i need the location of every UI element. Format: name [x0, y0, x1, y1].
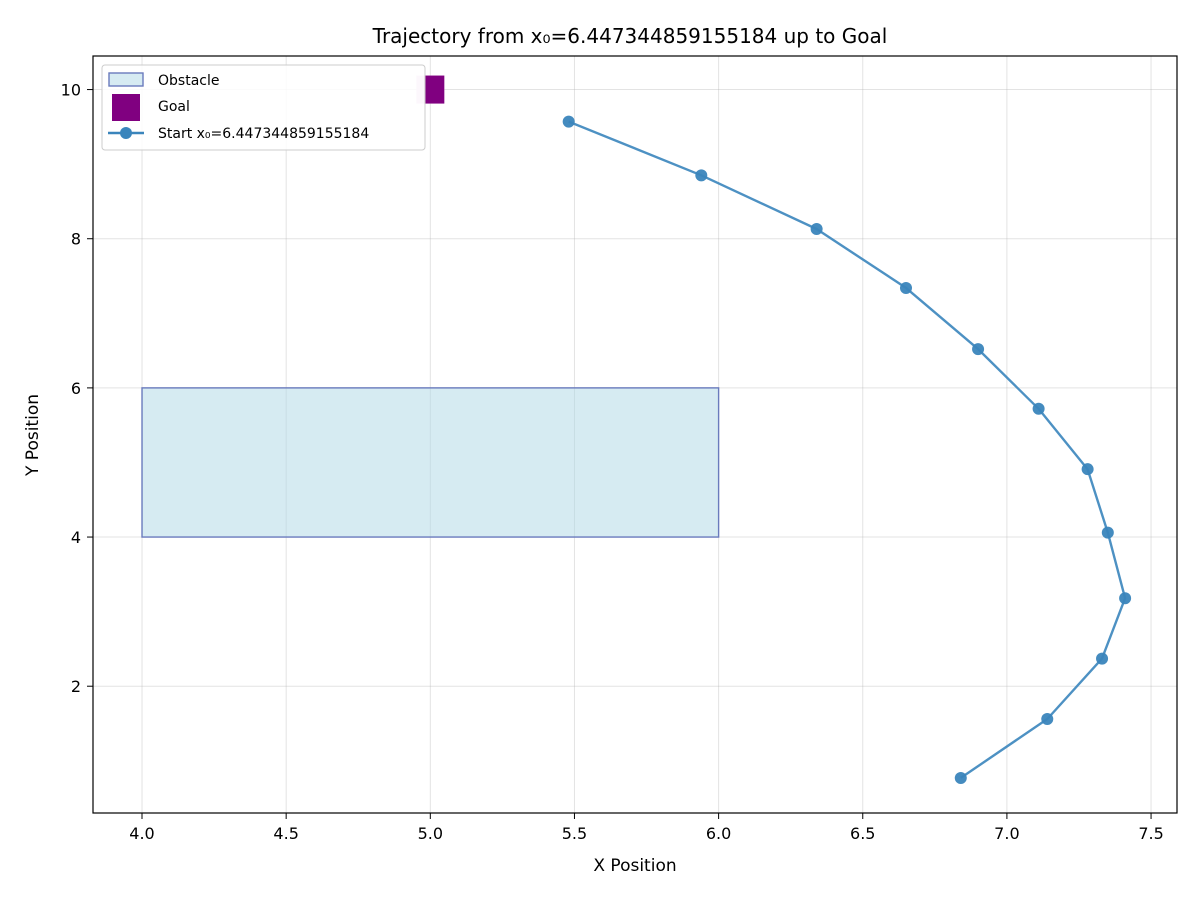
trajectory-point	[695, 169, 708, 182]
trajectory-point	[1032, 402, 1045, 415]
legend-series-label: Start x₀=6.447344859155184	[158, 126, 369, 142]
x-tick-label: 7.5	[1138, 824, 1163, 843]
trajectory-point	[1041, 713, 1054, 726]
obstacle-rect	[141, 387, 720, 538]
legend-obstacle-label: Obstacle	[158, 73, 219, 89]
x-tick-label: 6.0	[706, 824, 731, 843]
x-axis-label: X Position	[593, 856, 676, 876]
series-layer	[562, 115, 1132, 784]
x-tick-label: 5.5	[562, 824, 587, 843]
x-tick-label: 5.0	[418, 824, 443, 843]
x-axis-ticks: 4.0 4.5 5.0 5.5 6.0 6.5 7.0 7.5	[129, 813, 1164, 843]
y-axis-ticks: 2 4 6 8 10	[61, 81, 93, 696]
y-tick-label: 10	[61, 81, 81, 100]
trajectory-point	[810, 223, 823, 236]
legend-goal-swatch	[112, 94, 140, 121]
legend-goal-label: Goal	[158, 99, 190, 115]
y-axis-label: Y Position	[23, 394, 43, 477]
y-tick-label: 2	[71, 677, 81, 696]
y-tick-label: 6	[71, 379, 81, 398]
trajectory-point	[1119, 592, 1132, 605]
x-tick-label: 4.0	[129, 824, 154, 843]
goal-marker	[424, 75, 445, 104]
plot-frame	[92, 55, 1178, 814]
trajectory-point	[1096, 652, 1109, 665]
chart-title: Trajectory from x₀=6.447344859155184 up …	[372, 24, 888, 48]
legend-series-marker	[120, 127, 132, 139]
trajectory-point	[972, 343, 985, 356]
legend-box	[101, 64, 426, 151]
trajectory-point	[954, 771, 967, 784]
x-tick-label: 7.0	[994, 824, 1019, 843]
legend: Obstacle Goal Start x₀=6.447344859155184	[101, 64, 426, 151]
y-tick-label: 8	[71, 230, 81, 249]
y-tick-label: 4	[71, 528, 81, 547]
trajectory-point	[1081, 463, 1094, 476]
trajectory-line	[568, 120, 1127, 779]
legend-obstacle-swatch	[108, 72, 144, 87]
trajectory-point	[1101, 526, 1114, 539]
x-tick-label: 6.5	[850, 824, 875, 843]
trajectory-point	[900, 281, 912, 294]
trajectory-point	[562, 115, 575, 128]
x-tick-label: 4.5	[273, 824, 298, 843]
obstacle-layer	[141, 387, 720, 538]
